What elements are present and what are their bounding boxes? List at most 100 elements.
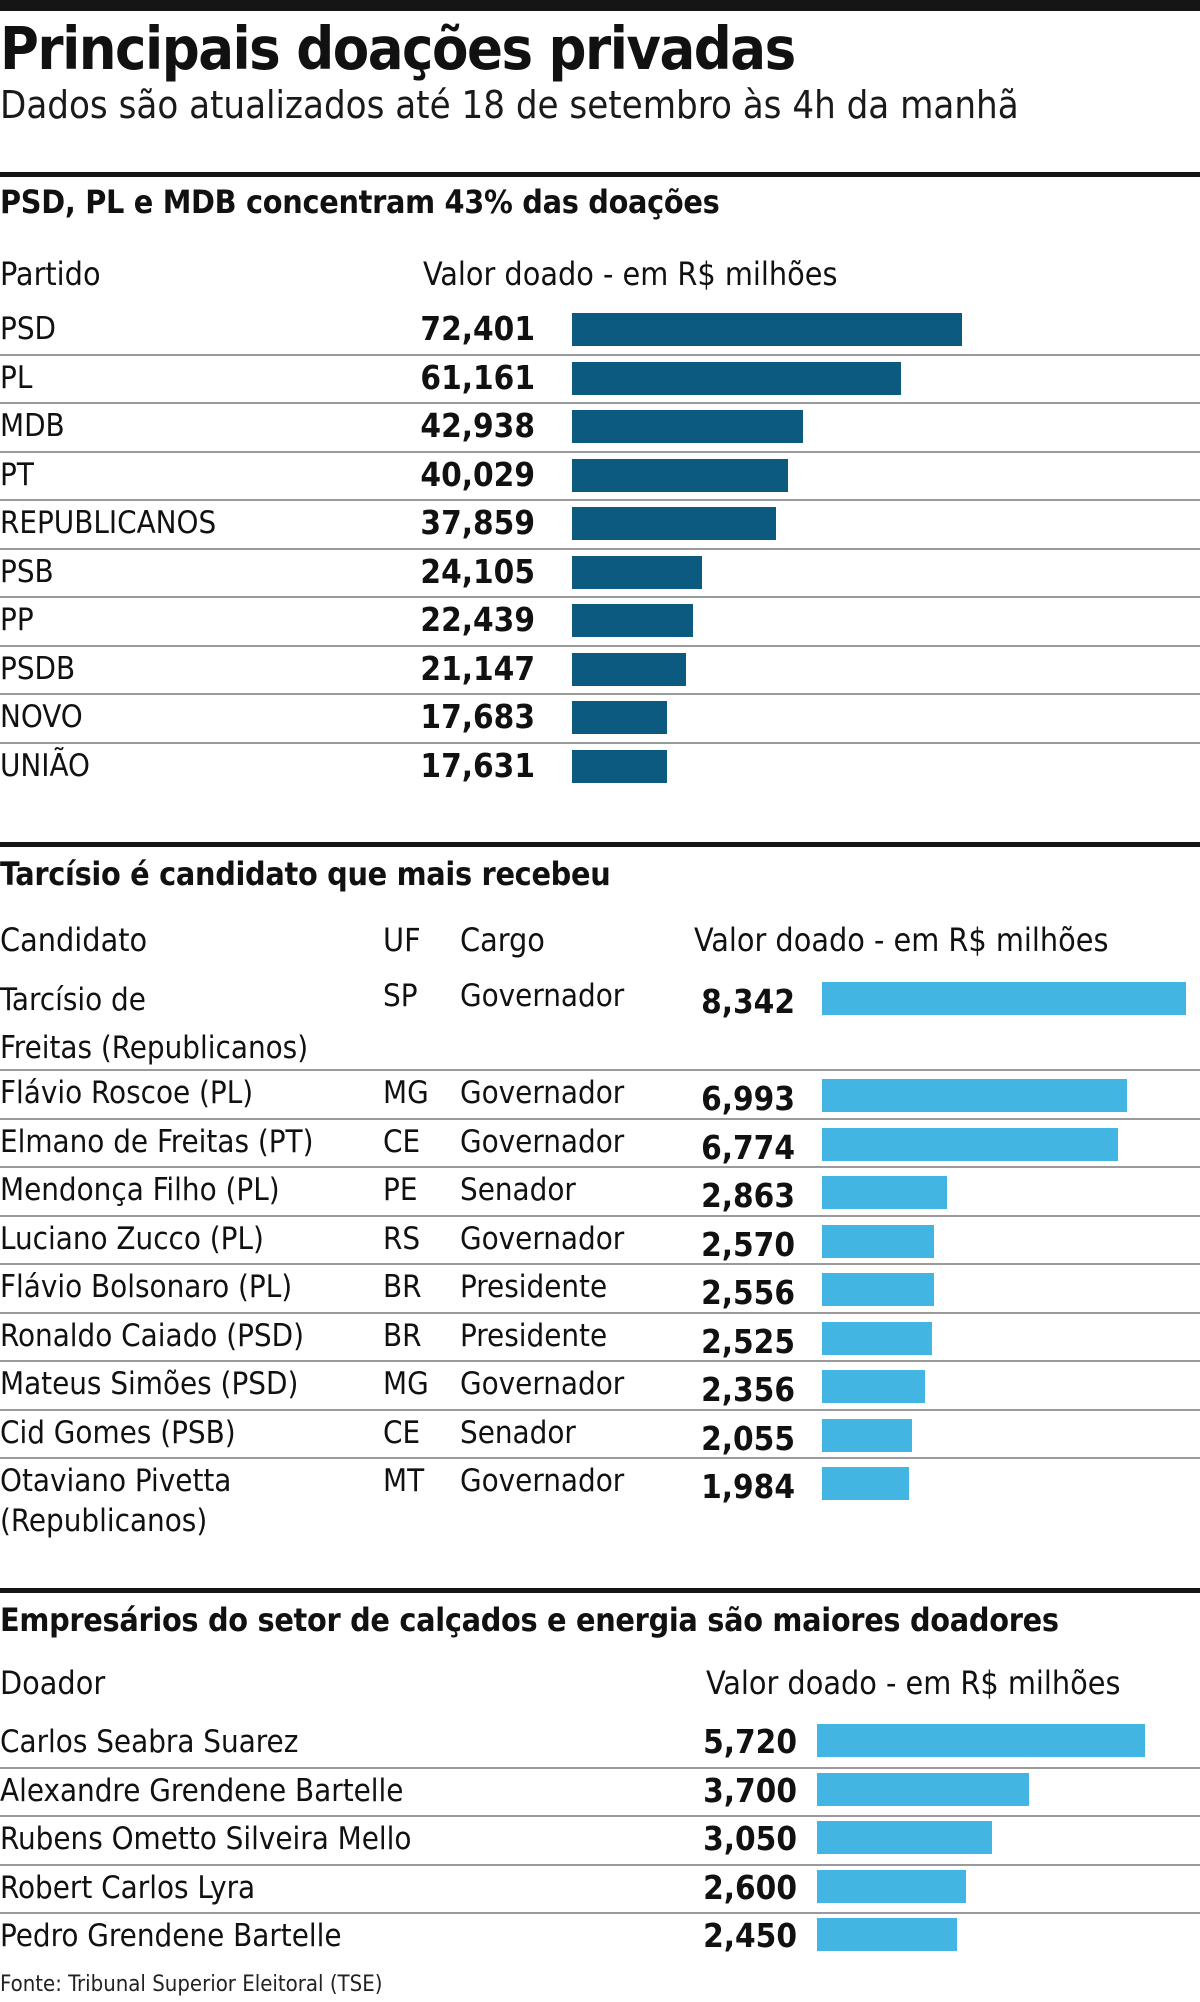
value-label: 5,720 (703, 1722, 797, 1761)
value-label: 17,631 (420, 745, 535, 785)
candidate-label: Mateus Simões (PSD) (0, 1366, 299, 1402)
table-row: Carlos Seabra Suarez 5,720 (0, 1718, 1200, 1769)
table-row: Luciano Zucco (PL) RS Governador 2,570 (0, 1215, 1200, 1265)
bar (822, 1273, 934, 1306)
value-label: 2,525 (701, 1321, 795, 1361)
uf-label: MG (383, 1366, 429, 1402)
cargo-label: Governador (460, 1123, 625, 1160)
party-label: UNIÃO (0, 747, 90, 784)
col-header-uf: UF (383, 921, 421, 959)
candidate-label: Luciano Zucco (PL) (0, 1220, 264, 1257)
cargo-label: Governador (460, 1220, 625, 1257)
donor-label: Robert Carlos Lyra (0, 1869, 256, 1906)
col-header-party: Partido (0, 255, 101, 293)
value-label: 1,984 (701, 1467, 795, 1506)
value-label: 37,859 (420, 503, 535, 542)
section-rule (0, 172, 1200, 177)
section-title-donors: Empresários do setor de calçados e energ… (0, 1601, 1059, 1639)
uf-label: SP (383, 978, 418, 1014)
value-label: 6,774 (701, 1127, 795, 1167)
cargo-label: Governador (460, 1075, 625, 1111)
candidate-label: Otaviano Pivetta (Republicanos) (0, 1463, 232, 1539)
bar (572, 749, 667, 783)
value-label: 2,356 (701, 1370, 795, 1409)
cargo-label: Senador (460, 1414, 576, 1451)
value-label: 72,401 (420, 309, 535, 348)
candidate-label: Elmano de Freitas (PT) (0, 1123, 314, 1160)
table-row: PSDB 21,147 (0, 645, 1200, 695)
candidate-label: Ronaldo Caiado (PSD) (0, 1317, 304, 1354)
col-header-value: Valor doado - em R$ milhões (694, 921, 1109, 959)
candidate-label: Tarcísio de Freitas (Republicanos) (0, 982, 309, 1066)
bar (572, 361, 902, 395)
table-row: NOVO 17,683 (0, 693, 1200, 744)
page-title: Principais doações privadas (0, 14, 796, 83)
value-label: 17,683 (420, 697, 535, 736)
bar (817, 1724, 1145, 1757)
cargo-label: Governador (460, 978, 625, 1014)
value-label: 2,863 (701, 1176, 795, 1215)
bar (572, 604, 693, 637)
table-row: UNIÃO 17,631 (0, 742, 1200, 791)
bar (822, 1176, 947, 1209)
value-label: 2,556 (701, 1273, 795, 1312)
value-label: 2,055 (701, 1418, 795, 1458)
value-label: 22,439 (420, 600, 535, 639)
col-header-value: Valor doado - em R$ milhões (706, 1664, 1121, 1702)
table-row: REPUBLICANOS 37,859 (0, 499, 1200, 550)
value-label: 42,938 (420, 406, 535, 445)
value-label: 8,342 (701, 982, 795, 1021)
bar (572, 410, 804, 443)
value-label: 2,570 (701, 1224, 795, 1264)
party-label: PSB (0, 553, 54, 590)
bar (572, 555, 702, 589)
table-row: Pedro Grendene Bartelle 2,450 (0, 1912, 1200, 1961)
bar (572, 313, 962, 346)
section-title-candidates: Tarcísio é candidato que mais recebeu (0, 855, 611, 893)
table-row: PSD 72,401 (0, 305, 1200, 356)
value-label: 3,700 (703, 1770, 797, 1810)
bar (822, 1079, 1128, 1112)
table-row: PSB 24,105 (0, 548, 1200, 598)
table-row: Flávio Roscoe (PL) MG Governador 6,993 (0, 1069, 1200, 1120)
table-row: PP 22,439 (0, 596, 1200, 647)
table-row: Rubens Ometto Silveira Mello 3,050 (0, 1815, 1200, 1866)
section-rule (0, 842, 1200, 847)
value-label: 2,450 (703, 1916, 797, 1955)
section-rule (0, 1588, 1200, 1593)
party-label: PT (0, 456, 34, 493)
candidate-label: Mendonça Filho (PL) (0, 1172, 280, 1208)
value-label: 6,993 (701, 1079, 795, 1118)
donor-label: Carlos Seabra Suarez (0, 1724, 299, 1760)
page-subtitle: Dados são atualizados até 18 de setembro… (0, 83, 1019, 127)
uf-label: MG (383, 1075, 429, 1111)
bar (822, 1127, 1118, 1161)
bar (822, 1321, 933, 1355)
value-label: 24,105 (420, 551, 535, 591)
bar (572, 652, 686, 686)
top-rule (0, 0, 1200, 11)
table-row: Alexandre Grendene Bartelle 3,700 (0, 1767, 1200, 1817)
party-label: PL (0, 359, 33, 396)
uf-label: CE (383, 1414, 421, 1451)
table-row: Cid Gomes (PSB) CE Senador 2,055 (0, 1409, 1200, 1459)
uf-label: RS (383, 1220, 421, 1257)
table-row: PL 61,161 (0, 354, 1200, 404)
col-header-candidate: Candidato (0, 921, 148, 959)
col-header-value: Valor doado - em R$ milhões (423, 255, 838, 293)
candidate-label: Flávio Roscoe (PL) (0, 1075, 254, 1111)
value-label: 3,050 (703, 1819, 797, 1858)
cargo-label: Senador (460, 1172, 576, 1208)
cargo-label: Presidente (460, 1317, 608, 1354)
table-row: Otaviano Pivetta (Republicanos) MT Governad… (0, 1457, 1200, 1554)
bar (817, 1772, 1030, 1806)
bar (822, 1467, 909, 1500)
cargo-label: Presidente (460, 1269, 608, 1305)
table-row: Elmano de Freitas (PT) CE Governador 6,774 (0, 1118, 1200, 1168)
candidate-label: Cid Gomes (PSB) (0, 1414, 236, 1451)
col-header-cargo: Cargo (460, 921, 545, 959)
bar (822, 1370, 925, 1403)
bar (817, 1821, 992, 1854)
donor-label: Rubens Ometto Silveira Mello (0, 1821, 412, 1857)
value-label: 40,029 (420, 454, 535, 494)
